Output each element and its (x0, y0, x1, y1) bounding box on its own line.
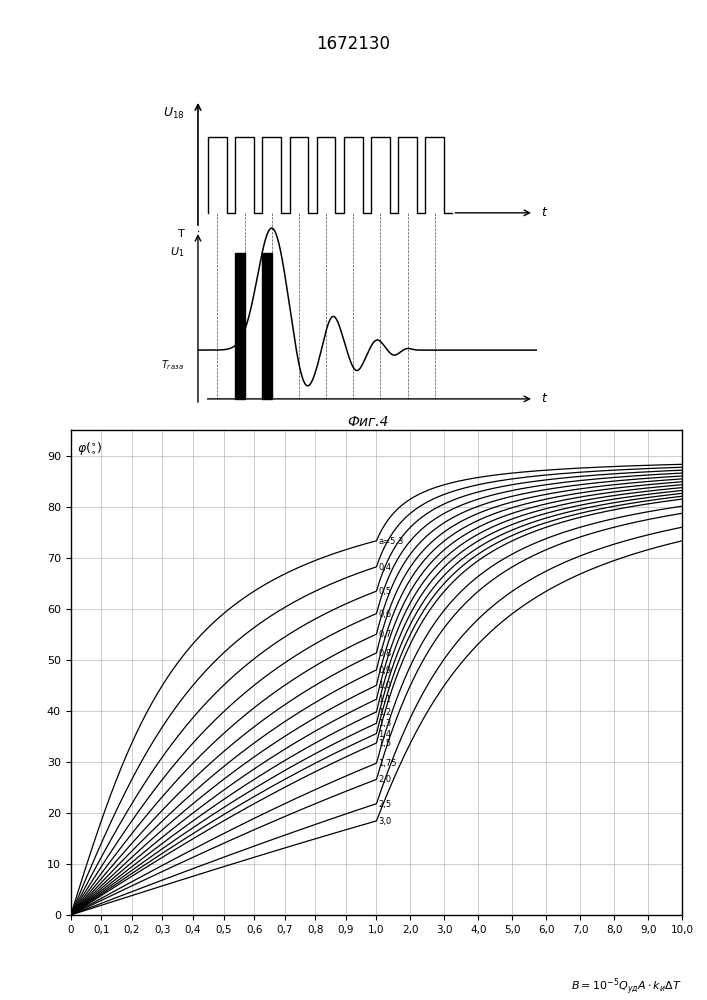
Text: 1,5: 1,5 (378, 739, 392, 748)
Text: $T_{газа}$: $T_{газа}$ (161, 358, 185, 372)
Text: Фиг.4: Фиг.4 (347, 415, 388, 429)
Text: 2,0: 2,0 (378, 775, 392, 784)
Text: 1672130: 1672130 (317, 35, 390, 53)
Text: a=5.3: a=5.3 (378, 537, 404, 546)
Text: 0,5: 0,5 (378, 587, 392, 596)
Text: 0,7: 0,7 (378, 630, 392, 639)
Text: $\varphi(^{\circ}_{\circ})$: $\varphi(^{\circ}_{\circ})$ (77, 440, 102, 457)
Text: 0,4: 0,4 (378, 563, 392, 572)
Text: t: t (541, 206, 546, 219)
Text: $U_1$: $U_1$ (170, 246, 185, 259)
Text: 1,1: 1,1 (378, 695, 392, 704)
Text: 3,0: 3,0 (378, 817, 392, 826)
Text: t: t (541, 392, 546, 405)
Text: 0,6: 0,6 (378, 610, 392, 619)
Text: 1,3: 1,3 (378, 719, 392, 728)
Text: T: T (177, 229, 185, 239)
Text: 0,8: 0,8 (378, 649, 392, 658)
Text: 0,9: 0,9 (378, 666, 392, 675)
Text: $U_{18}$: $U_{18}$ (163, 106, 185, 121)
Text: 1,0: 1,0 (378, 681, 392, 690)
Text: $B = 10^{-5}Q_{уд}A \cdot k_{и}\Delta T$: $B = 10^{-5}Q_{уд}A \cdot k_{и}\Delta T$ (571, 976, 682, 997)
Text: 1,4: 1,4 (378, 730, 392, 739)
Text: 2,5: 2,5 (378, 800, 392, 809)
Text: 1,75: 1,75 (378, 759, 397, 768)
Text: 1,2: 1,2 (378, 708, 392, 717)
